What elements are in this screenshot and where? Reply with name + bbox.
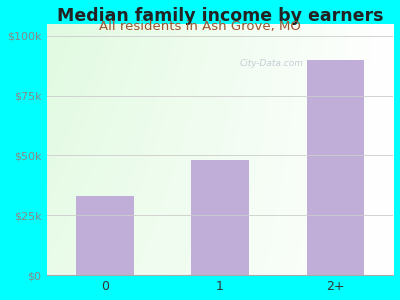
Bar (191, 160, 249, 275)
Bar (306, 60, 364, 275)
Bar (76, 196, 134, 275)
Text: City-Data.com: City-Data.com (240, 59, 304, 68)
Title: Median family income by earners: Median family income by earners (57, 7, 383, 25)
Text: All residents in Ash Grove, MO: All residents in Ash Grove, MO (99, 20, 301, 33)
